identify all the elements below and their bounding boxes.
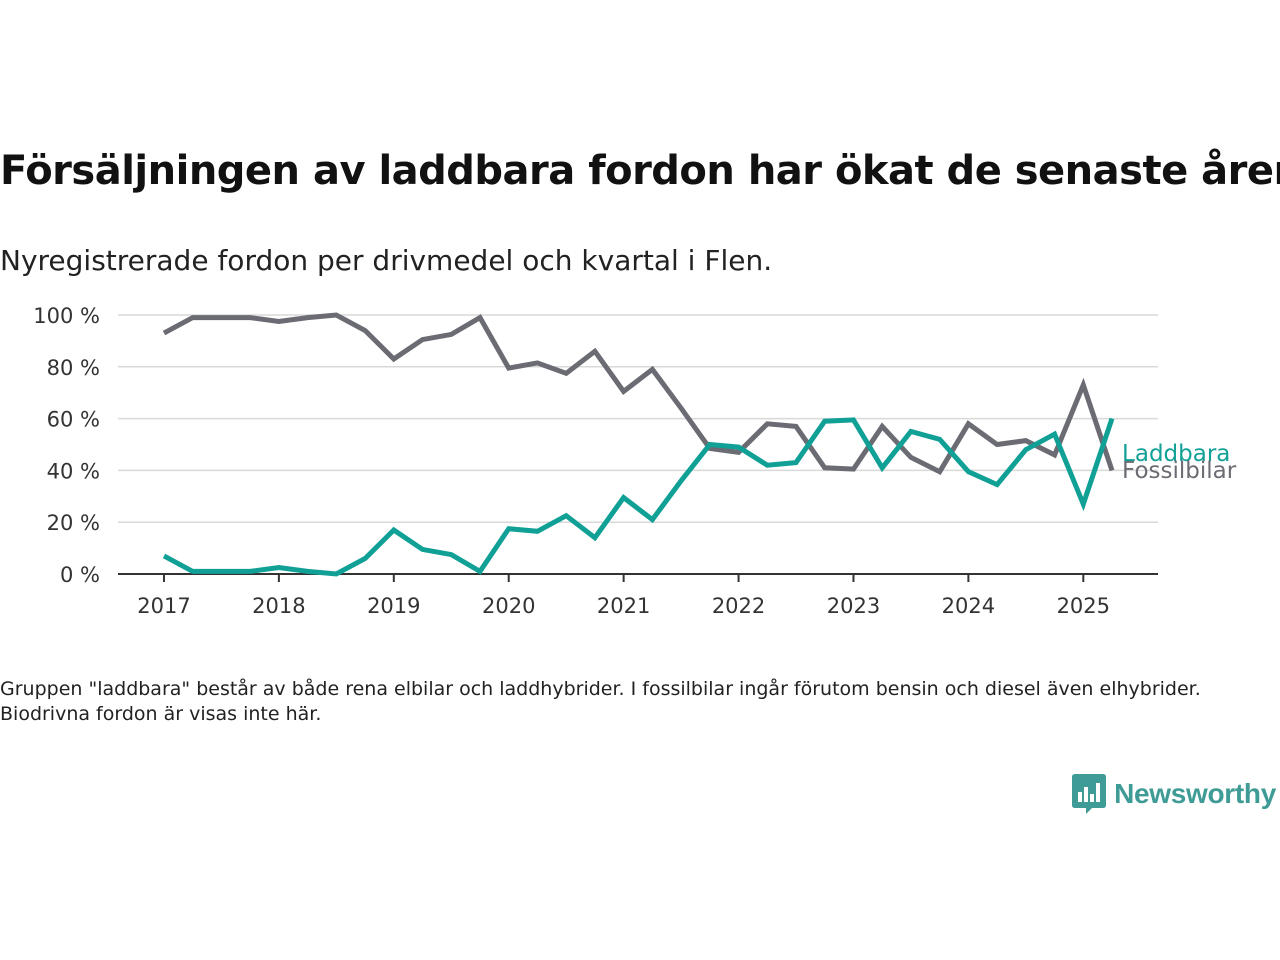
x-tick-label: 2018: [252, 594, 305, 618]
newsworthy-brand-name: Newsworthy: [1114, 778, 1276, 809]
y-axis-ticks: 0 % 20 % 40 % 60 % 80 % 100 %: [33, 304, 100, 587]
x-axis: 2017 2018 2019 2020 2021 2022 2023 2024 2025: [118, 573, 1158, 618]
y-tick-label: 60 %: [47, 408, 100, 432]
x-tick-label: 2022: [712, 594, 765, 618]
x-tick-label: 2023: [827, 594, 880, 618]
gridlines: [118, 314, 1158, 523]
y-tick-label: 40 %: [47, 459, 100, 483]
series-label-laddbara: Laddbara: [1122, 441, 1230, 467]
x-tick-label: 2017: [137, 594, 190, 618]
y-tick-label: 80 %: [47, 356, 100, 380]
newsworthy-logo-icon: [1072, 774, 1107, 814]
x-tick-label: 2021: [597, 594, 650, 618]
x-tick-label: 2020: [482, 594, 535, 618]
series-line-laddbara: [162, 417, 1115, 577]
newsworthy-logo[interactable]: Newsworthy: [1072, 774, 1276, 814]
x-tick-label: 2019: [367, 594, 420, 618]
x-tick-label: 2025: [1057, 594, 1110, 618]
footnote: Gruppen "laddbara" består av både rena e…: [0, 678, 1201, 725]
y-tick-label: 0 %: [60, 563, 100, 587]
y-tick-label: 100 %: [33, 304, 100, 328]
y-tick-label: 20 %: [47, 511, 100, 535]
x-tick-label: 2024: [942, 594, 995, 618]
chart-title: Försäljningen av laddbara fordon har öka…: [0, 148, 1280, 194]
series-label-fossilbilar: Fossilbilar: [1122, 458, 1237, 484]
chart-subtitle: Nyregistrerade fordon per drivmedel och …: [0, 244, 773, 277]
series-lines: [162, 312, 1115, 577]
line-chart: 0 % 20 % 40 % 60 % 80 % 100 % 2017 2018 2019 202…: [33, 304, 1237, 618]
series-line-fossilbilar: [162, 312, 1115, 475]
